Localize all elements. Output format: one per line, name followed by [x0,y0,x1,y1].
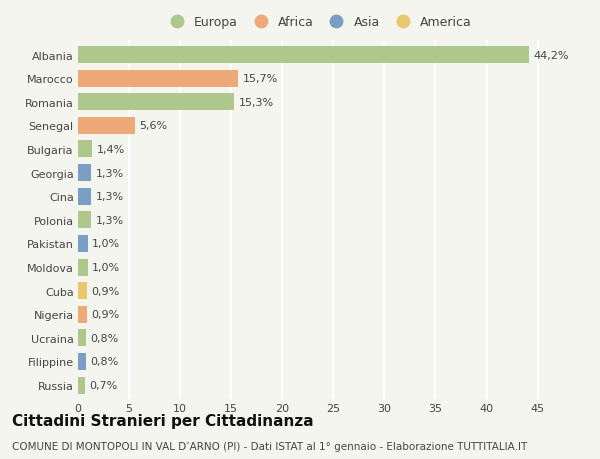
Text: 0,8%: 0,8% [90,357,119,367]
Text: 1,3%: 1,3% [95,192,124,202]
Text: Cittadini Stranieri per Cittadinanza: Cittadini Stranieri per Cittadinanza [12,413,314,428]
Text: 5,6%: 5,6% [139,121,167,131]
Text: 0,9%: 0,9% [91,286,119,296]
Text: 15,3%: 15,3% [238,98,274,107]
Bar [78,353,86,370]
Text: 0,8%: 0,8% [90,333,119,343]
Bar [78,71,238,88]
Bar [78,259,88,276]
Text: 1,3%: 1,3% [95,215,124,225]
Legend: Europa, Africa, Asia, America: Europa, Africa, Asia, America [161,13,475,32]
Text: 0,7%: 0,7% [89,380,118,390]
Text: 1,4%: 1,4% [97,145,125,155]
Text: 0,9%: 0,9% [91,309,119,319]
Text: 44,2%: 44,2% [533,50,569,61]
Text: 1,0%: 1,0% [92,239,121,249]
Text: COMUNE DI MONTOPOLI IN VAL D’ARNO (PI) - Dati ISTAT al 1° gennaio - Elaborazione: COMUNE DI MONTOPOLI IN VAL D’ARNO (PI) -… [12,441,527,451]
Bar [78,306,87,323]
Bar [78,377,85,394]
Bar [78,165,91,182]
Bar [78,212,91,229]
Text: 1,0%: 1,0% [92,263,121,273]
Bar [78,235,88,252]
Text: 15,7%: 15,7% [242,74,278,84]
Text: 1,3%: 1,3% [95,168,124,178]
Bar [78,282,87,299]
Bar [78,94,234,111]
Bar [78,118,135,134]
Bar [78,188,91,205]
Bar [78,47,529,64]
Bar [78,141,92,158]
Bar [78,330,86,347]
